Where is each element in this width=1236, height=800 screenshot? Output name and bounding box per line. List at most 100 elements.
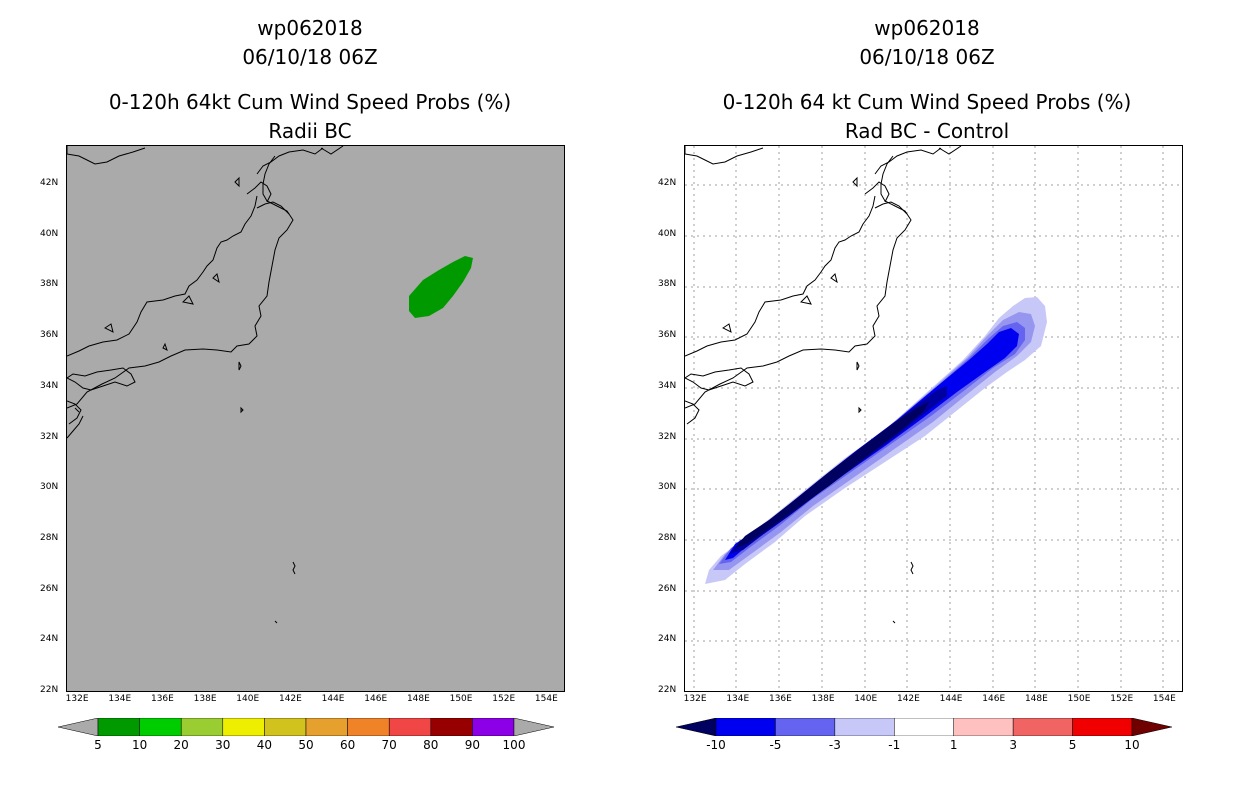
right-colorbar-label: -1 xyxy=(888,738,901,752)
right-lon-tick-label: 154E xyxy=(1152,694,1176,704)
left-colorbar-swatch xyxy=(305,718,348,736)
left-colorbar-left-arrow xyxy=(58,718,99,736)
right-colorbar-swatch xyxy=(1072,718,1133,736)
right-lon-tick-label: 138E xyxy=(811,694,835,704)
left-colorbar-swatch xyxy=(97,718,140,736)
left-colorbar-swatch xyxy=(222,718,265,736)
right-colorbar-label: -3 xyxy=(828,738,841,752)
right-lon-tick-label: 134E xyxy=(726,694,750,704)
right-colorbar-right-arrow xyxy=(1131,718,1172,736)
left-colorbar: 5 10 20 30 40 50 60 70 80 90 100 xyxy=(58,718,554,758)
left-colorbar-label: 10 xyxy=(131,738,148,752)
left-map-svg xyxy=(67,146,473,624)
left-lat-tick-label: 42N xyxy=(40,178,59,189)
left-lat-tick-label: 28N xyxy=(40,532,59,543)
left-colorbar-label: 80 xyxy=(423,738,439,752)
right-colorbar-label: 5 xyxy=(1068,738,1077,752)
contour-level-6 xyxy=(735,402,929,548)
right-subtitle: Rad BC - Control xyxy=(844,119,1010,143)
right-lon-tick-label: 140E xyxy=(854,694,878,704)
right-storm-id: wp062018 xyxy=(874,16,980,40)
left-map xyxy=(66,145,565,692)
left-lon-tick-label: 146E xyxy=(364,694,388,704)
right-lat-tick-label: 26N xyxy=(658,583,677,594)
left-colorbar-label: 70 xyxy=(381,738,397,752)
right-lon-tick-label: 132E xyxy=(683,694,707,704)
right-product-title: 0-120h 64 kt Cum Wind Speed Probs (%) xyxy=(722,90,1132,114)
left-lon-tick-label: 144E xyxy=(321,694,345,704)
right-colorbar-left-arrow xyxy=(676,718,717,736)
left-colorbar-swatches xyxy=(58,718,554,736)
left-lat-tick-label: 24N xyxy=(40,634,59,645)
right-lat-tick-label: 30N xyxy=(658,482,677,493)
left-colorbar-label: 5 xyxy=(94,738,102,752)
left-lon-tick-label: 134E xyxy=(108,694,132,704)
left-lon-tick-label: 152E xyxy=(492,694,516,704)
left-colorbar-label: 100 xyxy=(502,738,526,752)
left-coastline xyxy=(67,146,344,624)
right-lon-tick-label: 150E xyxy=(1067,694,1091,704)
right-lon-tick-label: 142E xyxy=(896,694,920,704)
left-lon-tick-label: 142E xyxy=(278,694,302,704)
left-lon-tick-label: 138E xyxy=(193,694,217,704)
left-colorbar-label: 20 xyxy=(173,738,189,752)
left-lat-tick-label: 30N xyxy=(40,482,59,493)
left-lat-tick-label: 22N xyxy=(40,685,59,695)
left-lon-tick-label: 154E xyxy=(534,694,558,704)
left-lat-tick-label: 36N xyxy=(40,330,59,341)
right-lon-tick-label: 136E xyxy=(768,694,792,704)
left-date: 06/10/18 06Z xyxy=(242,45,378,69)
left-colorbar-label: 30 xyxy=(215,738,231,752)
right-lat-tick-label: 34N xyxy=(658,380,677,391)
right-colorbar-label: -10 xyxy=(706,738,726,752)
right-lon-tick-label: 146E xyxy=(982,694,1006,704)
probability-area xyxy=(409,256,473,318)
right-panel-title: wp062018 06/10/18 06Z 0-120h 64 kt Cum W… xyxy=(677,14,1177,146)
left-lat-tick-label: 40N xyxy=(40,228,59,239)
left-subtitle: Radii BC xyxy=(268,119,352,143)
right-lon-tick-label: 148E xyxy=(1024,694,1048,704)
right-colorbar-label: 1 xyxy=(949,738,958,752)
right-lat-tick-label: 42N xyxy=(658,178,677,189)
right-lat-tick-label: 32N xyxy=(658,431,677,442)
right-colorbar-swatch xyxy=(953,718,1014,736)
right-colorbar-swatches xyxy=(676,718,1172,736)
right-colorbar-swatch xyxy=(1012,718,1073,736)
right-lat-tick-label: 38N xyxy=(658,279,677,290)
left-colorbar-label: 90 xyxy=(464,738,481,752)
left-colorbar-label: 60 xyxy=(339,738,356,752)
right-lat-tick-label: 36N xyxy=(658,330,677,341)
right-lat-tick-label: 40N xyxy=(658,228,677,239)
left-colorbar-swatch xyxy=(472,718,515,736)
right-map-svg xyxy=(685,146,1182,691)
left-lon-tick-label: 140E xyxy=(236,694,260,704)
left-lat-tick-label: 32N xyxy=(40,431,59,442)
right-colorbar-swatch xyxy=(834,718,895,736)
left-lon-tick-label: 150E xyxy=(449,694,473,704)
left-colorbar-right-arrow xyxy=(513,718,554,736)
right-date: 06/10/18 06Z xyxy=(859,45,995,69)
left-colorbar-swatch xyxy=(180,718,224,736)
left-colorbar-swatch xyxy=(430,718,473,736)
right-lon-tick-label: 152E xyxy=(1110,694,1134,704)
left-lon-tick-label: 148E xyxy=(406,694,430,704)
left-lat-tick-label: 34N xyxy=(40,380,59,391)
right-colorbar-label: 3 xyxy=(1009,738,1017,752)
left-panel-title: wp062018 06/10/18 06Z 0-120h 64kt Cum Wi… xyxy=(60,14,560,146)
right-lat-tick-label: 28N xyxy=(658,532,677,543)
left-colorbar-label: 40 xyxy=(256,738,273,752)
left-storm-id: wp062018 xyxy=(257,16,363,40)
left-product-title: 0-120h 64kt Cum Wind Speed Probs (%) xyxy=(108,90,512,114)
right-grid xyxy=(685,146,1182,691)
left-lat-tick-label: 26N xyxy=(40,583,59,594)
right-lat-tick-label: 22N xyxy=(658,685,677,695)
left-lat-tick-label: 38N xyxy=(40,279,59,290)
right-colorbar: -10 -5 -3 -1 1 3 5 10 xyxy=(676,718,1172,758)
left-colorbar-swatch xyxy=(264,718,307,736)
right-coastline xyxy=(685,146,962,624)
left-colorbar-label: 50 xyxy=(298,738,314,752)
left-colorbar-swatch xyxy=(388,718,432,736)
right-colorbar-swatch xyxy=(894,718,954,736)
left-lon-tick-label: 132E xyxy=(65,694,89,704)
left-colorbar-swatch xyxy=(139,718,182,736)
